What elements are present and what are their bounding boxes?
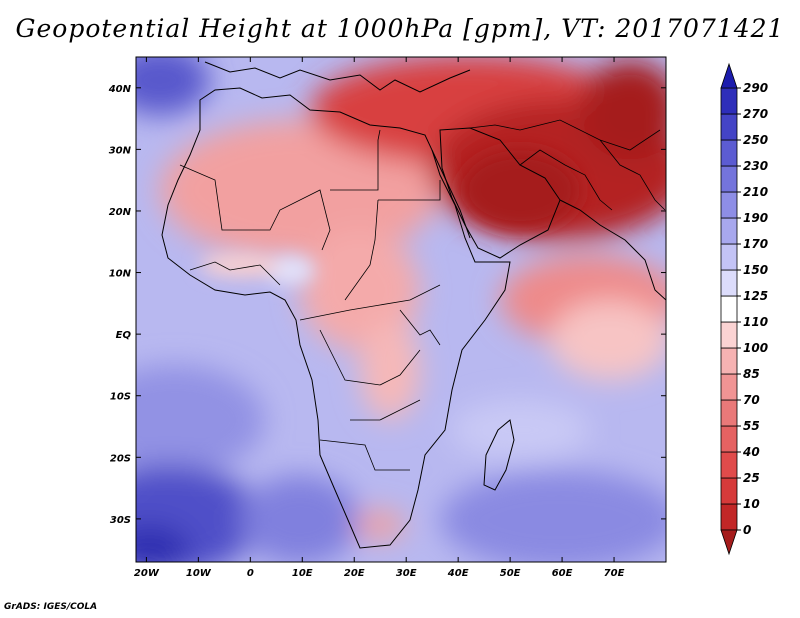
geopotential-field	[136, 57, 666, 562]
asia-coastline	[559, 199, 666, 301]
colorbar-swatch	[720, 243, 738, 271]
border-central-africa	[299, 284, 441, 321]
europe-coastline	[204, 61, 471, 93]
lon-tick-label: 50E	[500, 568, 521, 579]
colorbar-swatch	[720, 425, 738, 453]
colorbar-label: 40	[742, 445, 760, 459]
map-axes: 20W 10W 0 10E 20E 30E 40E 50E 60E 70E 40N 30N 20N 10N…	[108, 57, 666, 579]
colorbar-label: 125	[743, 289, 768, 303]
field-blob-south	[355, 510, 405, 540]
madagascar-coastline	[483, 419, 515, 491]
lon-tick-label: 60E	[552, 568, 573, 579]
lon-tick-label: 70E	[604, 568, 625, 579]
colorbar-swatch	[720, 269, 738, 297]
field-core-arabia	[460, 150, 580, 230]
lon-tick-label: 10E	[292, 568, 313, 579]
lat-tick-label: 10N	[109, 269, 132, 280]
colorbar-swatch	[720, 165, 738, 193]
colorbar-label: 100	[743, 341, 768, 355]
colorbar-swatch	[720, 139, 738, 167]
lon-tick-label: 20E	[344, 568, 365, 579]
border-india	[599, 139, 666, 211]
border-southern-a	[319, 439, 410, 471]
field-blob-sahara	[160, 120, 440, 260]
field-blob-nw-low	[136, 57, 210, 115]
colorbar-label: 10	[743, 497, 760, 511]
plot-frame	[135, 56, 667, 563]
lon-tick-label: 40E	[447, 568, 469, 579]
lat-tick-label: EQ	[116, 330, 132, 341]
colorbar-swatch	[720, 295, 738, 323]
border-sahara-north	[179, 164, 331, 251]
lat-tick-label: 30N	[109, 145, 132, 156]
colorbar-swatch	[720, 113, 738, 141]
lat-tick-label: 40N	[108, 84, 132, 95]
colorbar-label: 150	[743, 263, 768, 277]
colorbar-swatch	[720, 373, 738, 401]
arabia-coastline	[439, 127, 561, 259]
colorbar-label: 290	[743, 81, 768, 95]
colorbar-swatch	[720, 347, 738, 375]
colorbar-label: 250	[743, 133, 768, 147]
colorbar-label: 190	[743, 211, 768, 225]
field-blob-sw-core	[136, 525, 190, 562]
field-blob-s-atlantic	[240, 475, 360, 562]
coastlines	[161, 61, 666, 549]
border-congo	[319, 329, 421, 386]
colorbar-label: 0	[743, 523, 751, 537]
border-southern-b	[350, 399, 421, 421]
border-sudan	[378, 180, 441, 201]
colorbar-swatch	[720, 477, 738, 505]
colorbar-swatch	[720, 503, 738, 531]
colorbar-label: 270	[743, 107, 768, 121]
border-iran	[519, 149, 613, 211]
lon-tick-label: 10W	[186, 568, 212, 579]
colorbar-label: 170	[743, 237, 768, 251]
colorbar-swatch	[720, 399, 738, 427]
colorbar-swatch	[720, 191, 738, 219]
border-middle-east	[469, 119, 661, 151]
red-sea-line	[431, 149, 471, 239]
field-blob-indian	[450, 400, 590, 460]
field-blob-east	[360, 320, 420, 420]
lat-tick-label: 20S	[110, 453, 131, 464]
border-east-africa	[399, 309, 441, 346]
field-blob-asia	[580, 60, 666, 160]
field-blob-atlantic	[136, 365, 265, 475]
colorbar-label: 25	[743, 471, 760, 485]
colorbar-label: 85	[743, 367, 760, 381]
map-title: Geopotential Height at 1000hPa [gpm], VT…	[15, 14, 785, 43]
colorbar-label: 110	[743, 315, 768, 329]
lat-tick-label: 10S	[110, 392, 131, 403]
colorbar-label: 230	[743, 159, 768, 173]
grads-credit: GrADS: IGES/COLA	[4, 602, 98, 612]
field-blob-sea-fringe	[550, 300, 666, 380]
colorbar-label: 55	[743, 419, 760, 433]
lat-tick-label: 30S	[110, 515, 131, 526]
lat-tick-label: 20N	[109, 207, 132, 218]
colorbar-label: 70	[743, 393, 760, 407]
lon-tick-label: 0	[247, 568, 254, 579]
colorbar-swatch	[720, 217, 738, 245]
colorbar-swatch	[720, 451, 738, 479]
colorbar: 0 10 25 40 55 70 85 100 110 125 150 170 190 210 230 250…	[720, 62, 768, 556]
field-blob-se	[440, 470, 666, 562]
colorbar-swatch	[720, 321, 738, 349]
border-sahara-middle	[330, 129, 381, 191]
border-west-africa	[189, 261, 281, 286]
africa-coastline	[161, 87, 511, 549]
colorbar-min-arrow	[720, 529, 738, 556]
colorbar-swatch	[720, 87, 738, 115]
country-borders	[179, 119, 666, 471]
colorbar-max-arrow	[720, 62, 738, 89]
lon-tick-label: 30E	[396, 568, 417, 579]
lon-tick-label: 20W	[134, 568, 160, 579]
border-chad	[344, 199, 379, 301]
field-patch-sahel	[200, 253, 280, 277]
colorbar-label: 210	[743, 185, 768, 199]
